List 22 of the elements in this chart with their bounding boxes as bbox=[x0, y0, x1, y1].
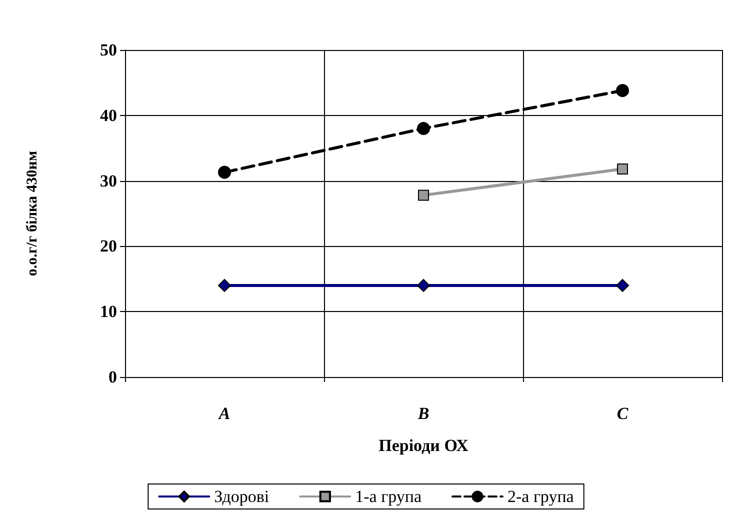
y-tick-label: 40 bbox=[100, 106, 117, 125]
x-tick-label: B bbox=[416, 404, 430, 423]
x-tick-label: A bbox=[218, 404, 230, 423]
legend-label: 2-а група bbox=[507, 487, 574, 506]
point bbox=[616, 84, 629, 98]
legend-label: Здорові bbox=[214, 487, 270, 506]
x-axis-title: Періоди ОХ bbox=[378, 436, 470, 455]
y-tick-label: 30 bbox=[100, 171, 117, 190]
y-tick-label: 20 bbox=[100, 236, 117, 256]
point bbox=[218, 278, 231, 292]
point bbox=[218, 166, 231, 179]
x-tick-label: C bbox=[616, 404, 629, 423]
point bbox=[418, 190, 429, 201]
point bbox=[616, 278, 629, 292]
y-axis-title: о.о.г/г білка 430нм bbox=[24, 150, 40, 276]
point bbox=[417, 278, 430, 292]
legend-label: 1-а група bbox=[355, 487, 422, 506]
point bbox=[417, 122, 430, 135]
y-tick-label: 10 bbox=[100, 302, 117, 322]
y-tick-label: 0 bbox=[108, 368, 117, 386]
point bbox=[617, 164, 628, 175]
y-tick-label: 50 bbox=[100, 40, 117, 60]
